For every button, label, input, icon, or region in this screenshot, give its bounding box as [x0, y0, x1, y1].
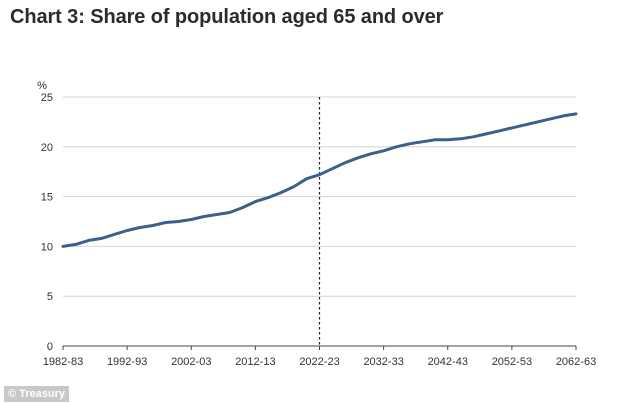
y-tick-label: 10 — [41, 241, 53, 253]
y-tick-label: 0 — [47, 341, 53, 353]
y-tick-label: 5 — [47, 291, 53, 303]
x-tick-label: 1982-83 — [43, 356, 83, 368]
x-tick-label: 2012-13 — [235, 356, 275, 368]
series-line — [61, 112, 578, 248]
y-tick-label: 25 — [41, 92, 53, 104]
x-tick-label: 2022-23 — [299, 356, 339, 368]
series-layer — [61, 112, 578, 248]
chart-title: Chart 3: Share of population aged 65 and… — [10, 6, 444, 28]
y-axis-unit-label: % — [37, 80, 47, 92]
tick-labels: 0 5 10 15 20 25% 1982-83 1992-93 2002-03 2012-13 2… — [37, 80, 596, 368]
y-tick-label: 20 — [41, 142, 53, 154]
x-tick-label: 2002-03 — [171, 356, 211, 368]
axes — [62, 97, 577, 350]
y-tick-label: 15 — [41, 192, 53, 204]
x-tick-label: 2062-63 — [556, 356, 596, 368]
x-tick-label: 1992-93 — [107, 356, 147, 368]
x-tick-label: 2052-53 — [492, 356, 532, 368]
gridlines — [63, 96, 576, 297]
x-tick-label: 2042-43 — [428, 356, 468, 368]
source-credit: © Treasury — [4, 386, 70, 402]
x-tick-label: 2032-33 — [363, 356, 403, 368]
